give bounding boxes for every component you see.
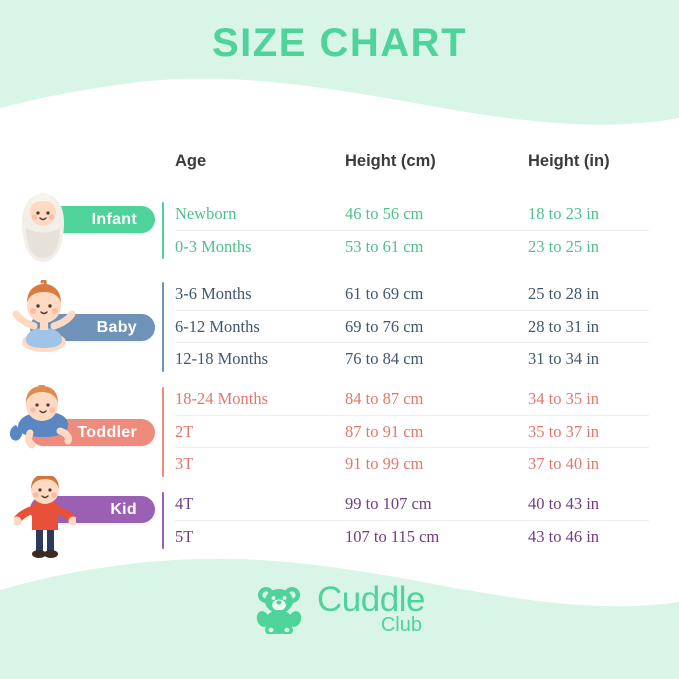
cell-age: 12-18 Months (175, 349, 269, 369)
row-divider (175, 342, 649, 343)
cell-height-cm: 61 to 69 cm (345, 284, 424, 304)
table-row: 4T 99 to 107 cm 40 to 43 in (0, 488, 679, 521)
table-row: 2T 87 to 91 cm 35 to 37 in (0, 416, 679, 448)
cell-height-in: 23 to 25 in (528, 236, 600, 256)
cell-age: 3-6 Months (175, 284, 252, 304)
brand-name-main: Cuddle (317, 579, 425, 619)
page-title-bar: SIZE CHART (0, 0, 679, 86)
cell-age: 2T (175, 421, 194, 441)
badge-toddler-label: Toddler (77, 423, 137, 441)
swaddled-baby-icon (22, 193, 64, 262)
cell-height-in: 34 to 35 in (528, 389, 600, 409)
group-accent-bar (162, 492, 164, 549)
brand-name-sub: Club (380, 614, 422, 637)
size-chart-table: Age Height (cm) Height (in) Infant Newbo… (0, 140, 679, 560)
cell-height-in: 28 to 31 in (528, 316, 600, 336)
row-divider (175, 414, 649, 416)
badge-kid-label: Kid (110, 500, 137, 518)
badge-infant-label: Infant (91, 210, 137, 228)
cell-height-cm: 69 to 76 cm (345, 316, 424, 336)
cell-age: 0-3 Months (175, 236, 252, 256)
column-header-height-in: Height (in) (528, 152, 610, 170)
brand-logo[interactable]: Cuddle Club (0, 577, 679, 641)
row-divider (175, 519, 649, 521)
group-accent-bar (162, 202, 164, 259)
group-accent-bar (162, 387, 164, 477)
cell-age: 4T (175, 494, 194, 514)
row-divider (175, 447, 649, 448)
cell-height-cm: 53 to 61 cm (345, 236, 424, 256)
table-row: 3T 91 to 99 cm 37 to 40 in (0, 448, 679, 481)
cell-height-cm: 107 to 115 cm (345, 526, 440, 546)
column-header-height-cm: Height (cm) (345, 152, 436, 170)
table-row: 0-3 Months 53 to 61 cm 23 to 25 in (0, 231, 679, 264)
cell-height-in: 25 to 28 in (528, 284, 600, 304)
cell-height-cm: 99 to 107 cm (345, 494, 432, 514)
table-row: 3-6 Months 61 to 69 cm 25 to 28 in (0, 278, 679, 311)
table-row: 5T 107 to 115 cm 43 to 46 in (0, 521, 679, 554)
group-accent-bar (162, 282, 164, 372)
badge-baby-label: Baby (96, 318, 137, 336)
table-row: Newborn 46 to 56 cm 18 to 23 in (0, 198, 679, 231)
column-header-age: Age (175, 152, 207, 170)
sitting-baby-icon (12, 280, 76, 352)
page-title: SIZE CHART (212, 20, 467, 65)
group-baby: Baby 3-6 Months 61 to 69 cm 25 to 28 in … (0, 278, 679, 376)
teddy-bear-icon (256, 587, 302, 634)
cell-height-in: 18 to 23 in (528, 204, 600, 224)
cell-height-cm: 87 to 91 cm (345, 421, 424, 441)
cell-age: 5T (175, 526, 194, 546)
row-divider (175, 229, 649, 231)
cell-height-in: 31 to 34 in (528, 349, 600, 369)
group-toddler: Toddler 18-24 Months 84 to 87 cm 34 to 3… (0, 383, 679, 481)
group-kid: Kid 4T 99 to 107 cm 40 to 43 in 5T 107 t… (0, 476, 679, 558)
cell-height-cm: 76 to 84 cm (345, 349, 424, 369)
cell-age: 3T (175, 454, 194, 474)
table-header-row: Age Height (cm) Height (in) (0, 152, 679, 182)
cell-age: 6-12 Months (175, 316, 260, 336)
table-row: 6-12 Months 69 to 76 cm 28 to 31 in (0, 311, 679, 343)
cell-age: 18-24 Months (175, 389, 269, 409)
cell-height-cm: 84 to 87 cm (345, 389, 424, 409)
cell-height-cm: 46 to 56 cm (345, 204, 424, 224)
table-row: 18-24 Months 84 to 87 cm 34 to 35 in (0, 383, 679, 416)
standing-kid-icon (14, 476, 76, 558)
cell-height-in: 40 to 43 in (528, 494, 600, 514)
crawling-toddler-icon (9, 385, 72, 449)
row-divider (175, 309, 649, 311)
cell-height-in: 37 to 40 in (528, 454, 600, 474)
group-infant: Infant Newborn 46 to 56 cm 18 to 23 in 0… (0, 193, 679, 264)
brand-logo-text: Cuddle Club (317, 579, 425, 637)
cell-height-in: 43 to 46 in (528, 526, 600, 546)
cell-height-in: 35 to 37 in (528, 421, 600, 441)
cell-age: Newborn (175, 204, 237, 224)
table-row: 12-18 Months 76 to 84 cm 31 to 34 in (0, 343, 679, 376)
cell-height-cm: 91 to 99 cm (345, 454, 424, 474)
